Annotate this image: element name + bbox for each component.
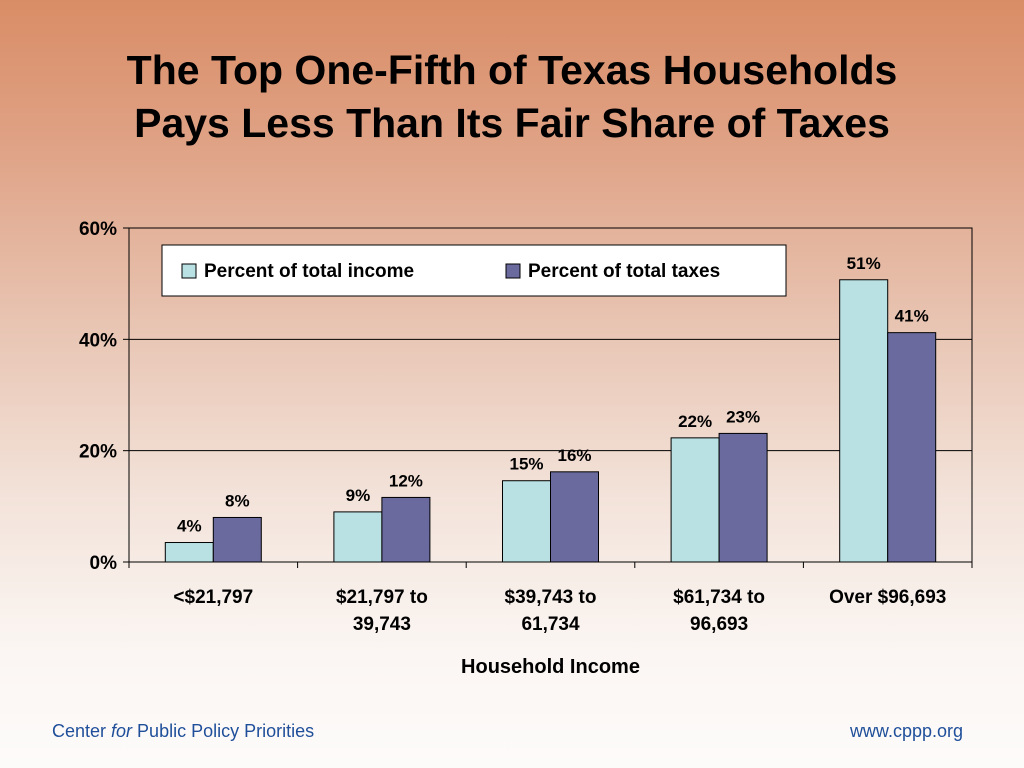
- data-label: 15%: [509, 455, 543, 474]
- bar-taxes: [212, 516, 262, 563]
- bar-income: [839, 279, 889, 563]
- data-label: 23%: [726, 407, 760, 426]
- bar-income: [502, 480, 551, 563]
- footer-url[interactable]: www.cppp.org: [849, 721, 963, 741]
- legend-swatch: [181, 263, 197, 279]
- legend-label: Percent of total income: [204, 261, 414, 282]
- data-label: 4%: [177, 517, 202, 536]
- data-label: 16%: [557, 446, 591, 465]
- y-tick-label: 60%: [79, 219, 117, 240]
- x-tick-label: $21,797 to: [336, 587, 428, 608]
- bar-taxes: [381, 496, 431, 563]
- data-label: 51%: [847, 254, 881, 273]
- slide-title: The Top One-Fifth of Texas Households Pa…: [0, 44, 1024, 150]
- bar-taxes: [550, 471, 599, 563]
- bar-taxes: [718, 432, 768, 563]
- footer-org-part1: Center: [52, 721, 112, 741]
- x-tick-label: 96,693: [690, 614, 748, 635]
- data-label: 41%: [895, 307, 929, 326]
- footer-org-italic: for: [111, 721, 133, 741]
- x-tick-label: <$21,797: [173, 587, 253, 608]
- legend-swatch: [505, 263, 521, 279]
- title-line-1: The Top One-Fifth of Texas Households: [126, 47, 898, 93]
- x-tick-label: Over $96,693: [829, 587, 946, 608]
- y-tick-label: 0%: [90, 553, 118, 574]
- y-tick-label: 20%: [79, 442, 117, 463]
- footer-org-part2: Public Policy Priorities: [132, 721, 315, 741]
- legend-box: [161, 244, 787, 297]
- title-line-2: Pays Less Than Its Fair Share of Taxes: [134, 100, 890, 146]
- legend-label: Percent of total taxes: [528, 261, 720, 282]
- data-label: 12%: [389, 471, 423, 490]
- data-label: 22%: [678, 412, 712, 431]
- bar-chart: 0% 20% 40% 60% 4% 8% <$21,797 9% 12% $21,797 to 39…: [79, 219, 973, 678]
- x-tick-label: $39,743 to: [505, 587, 597, 608]
- data-label: 8%: [225, 491, 250, 510]
- x-axis-label: Household Income: [461, 656, 640, 678]
- x-tick-label: 61,734: [521, 614, 580, 635]
- x-tick-label: $61,734 to: [673, 587, 765, 608]
- y-tick-label: 40%: [79, 330, 117, 351]
- x-tick-label: 39,743: [353, 614, 411, 635]
- bar-income: [333, 511, 383, 563]
- bar-taxes: [887, 332, 937, 563]
- bar-income: [670, 437, 720, 563]
- footer-organization: Center for Public Policy Priorities: [52, 721, 314, 742]
- bar-income: [164, 542, 214, 563]
- data-label: 9%: [346, 486, 371, 505]
